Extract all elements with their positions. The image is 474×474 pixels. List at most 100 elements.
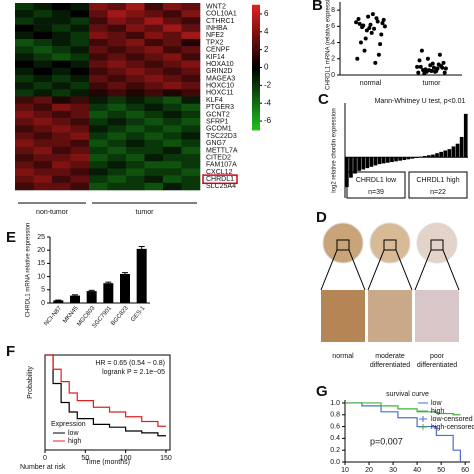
group-box [408,171,468,199]
annotation: p=0.007 [370,436,403,446]
heat-cell [107,139,127,148]
legend-title: Expression [51,421,86,428]
heat-cell [15,74,34,83]
heat-cell [89,82,108,90]
gene-label: FAM107A [206,162,237,169]
colorbar-step [252,39,260,43]
heat-cell [52,67,71,76]
dot [379,32,384,37]
heat-cell [15,82,34,90]
heat-cell [181,17,201,25]
heat-cell [181,103,201,112]
colorbar-step [252,51,260,56]
image-label: moderate [375,353,405,360]
bar [365,157,370,169]
x-tick-label: 0 [43,455,47,462]
heat-cell [181,168,201,176]
heat-cell [15,10,34,18]
heat-cell [144,182,164,191]
heat-cell [89,10,108,18]
heat-cell [89,89,108,97]
colorbar-step [252,92,260,97]
heat-cell [89,24,108,33]
bar [463,113,468,158]
heat-cell [33,74,53,83]
gene-label: NFE2 [206,32,224,39]
risk-label: Number at risk [20,464,66,471]
colorbar-step [252,95,260,100]
heat-cell [126,24,145,33]
legend-label: high [431,408,444,415]
heat-cell [181,146,201,155]
image-label: poor [430,353,445,360]
heat-cell [181,139,201,148]
heat-cell [163,89,182,97]
legend-label: low [68,430,79,437]
gene-label: TPX2 [206,39,224,46]
zoom-box [336,239,350,251]
survival-curve [45,354,166,437]
heat-cell [70,17,90,25]
dot [430,61,435,66]
heat-cell [15,96,34,104]
heat-cell [126,38,145,47]
x-tick-label: 10 [341,467,349,474]
heat-cell [70,74,90,83]
highlight-box [202,174,238,185]
heat-cell [15,125,34,133]
colorbar-label: -2 [264,80,272,89]
colorbar-step [252,82,260,87]
annotation: Mann-Whitney U test, p<0.01 [375,98,466,105]
dot [442,70,447,75]
heat-cell [126,89,145,97]
heat-cell [107,161,127,169]
gene-label: HOXC11 [206,90,234,97]
colorbar-step [252,111,260,115]
colorbar-step [252,14,260,18]
y-tick-label: 0.4 [330,435,340,442]
heat-cell [163,38,182,47]
bar [86,291,97,303]
heat-cell [70,89,90,97]
heat-cell [144,125,164,133]
bar [451,146,456,158]
dot [437,52,442,57]
dot [425,56,430,61]
x-label: Time (months) [85,459,130,466]
heat-cell [163,103,182,112]
heat-cell [163,24,182,33]
gene-label: PTGER3 [206,104,234,111]
zoom-box [430,239,444,251]
colorbar-step [252,64,260,68]
heat-cell [163,82,182,90]
bar [402,157,407,160]
dot [357,21,362,26]
heat-cell [33,67,53,76]
bar [414,157,419,158]
heat-cell [15,24,34,33]
bar [422,155,427,158]
dot [419,48,424,53]
heat-cell [52,38,71,47]
dot [354,20,359,25]
colorbar-label: 2 [264,45,269,54]
x-tick-label: tumor [423,80,442,87]
bar [394,157,398,162]
bar [459,136,464,158]
x-tick-label: 40 [413,467,421,474]
gene-label: CHRDL1 [206,176,234,183]
zoom-line [442,249,460,291]
gene-label: CXCL12 [206,169,233,176]
heat-cell [144,24,164,33]
gene-label: CITED2 [206,154,231,161]
heat-cell [163,96,182,104]
colorbar-step [252,73,260,78]
heat-cell [70,118,90,126]
heat-cell [144,10,164,18]
heat-cell [107,60,127,69]
heat-cell [70,175,90,184]
heat-cell [107,132,127,140]
heat-cell [33,24,53,33]
heat-cell [107,10,127,18]
gene-label: TSC22D3 [206,133,237,140]
